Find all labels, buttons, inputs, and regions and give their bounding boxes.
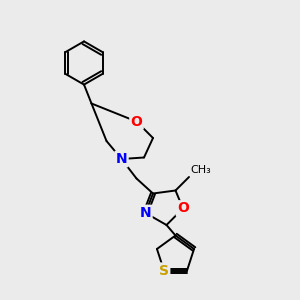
Text: N: N xyxy=(140,206,151,220)
Text: CH₃: CH₃ xyxy=(190,165,211,175)
Text: S: S xyxy=(159,264,169,278)
Text: O: O xyxy=(130,115,142,128)
Text: O: O xyxy=(177,202,189,215)
Text: N: N xyxy=(116,152,127,166)
